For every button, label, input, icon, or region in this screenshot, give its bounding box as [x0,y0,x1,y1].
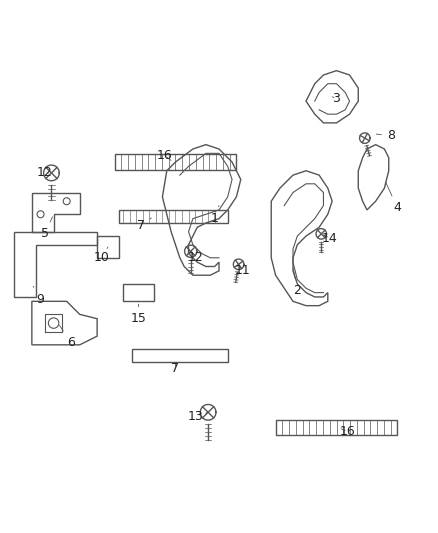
Text: 8: 8 [376,130,395,142]
Text: 9: 9 [33,286,45,305]
Text: 12: 12 [187,251,203,264]
Text: 3: 3 [332,92,340,106]
Text: 15: 15 [131,304,146,325]
Text: 14: 14 [322,232,338,245]
Text: 4: 4 [385,182,401,214]
Text: 7: 7 [137,218,152,232]
Text: 2: 2 [293,269,301,297]
Text: 11: 11 [235,264,251,277]
Text: 16: 16 [339,425,355,438]
Text: 6: 6 [60,325,75,349]
Text: 1: 1 [211,206,219,225]
Text: 12: 12 [37,166,53,180]
Text: 7: 7 [172,362,180,375]
Text: 13: 13 [187,410,208,423]
Text: 10: 10 [94,247,110,264]
Text: 16: 16 [157,149,173,162]
Text: 5: 5 [41,217,53,240]
